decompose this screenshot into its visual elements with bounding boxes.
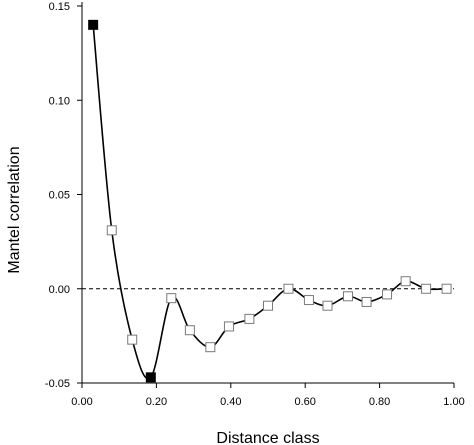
points-layer: [88, 19, 452, 383]
data-point-marker: [441, 283, 452, 294]
y-tick-label: -0.05: [45, 378, 70, 390]
data-point-marker: [322, 300, 333, 311]
x-tick-label: 1.00: [443, 396, 464, 408]
series-line: [92, 24, 447, 380]
y-tick-label: 0.15: [49, 1, 70, 13]
data-point-marker: [184, 325, 195, 336]
x-axis-title: Distance class: [216, 430, 319, 445]
x-tick-label: 0.40: [220, 396, 241, 408]
data-point-marker: [303, 295, 314, 306]
data-point-marker: [421, 283, 432, 294]
y-tick-label: 0.05: [49, 190, 70, 202]
data-point-marker: [244, 313, 255, 324]
data-point-marker: [166, 293, 177, 304]
x-tick-label: 0.60: [294, 396, 315, 408]
y-tick-label: 0.00: [49, 284, 70, 296]
data-point-marker: [382, 289, 393, 300]
data-point-marker: [283, 283, 294, 294]
data-point-marker: [263, 300, 273, 311]
significant-point-marker: [145, 372, 156, 383]
y-tick-label: 0.10: [49, 95, 70, 107]
data-point-marker: [361, 296, 372, 307]
data-point-marker: [342, 291, 353, 302]
data-point-marker: [400, 276, 411, 287]
x-tick-label: 0.80: [369, 396, 390, 408]
data-point-marker: [127, 334, 138, 345]
curve-layer: [92, 24, 447, 380]
significant-point-marker: [88, 19, 99, 30]
y-axis-title: Mantel correlation: [6, 146, 23, 273]
data-point-marker: [205, 342, 216, 353]
data-point-marker: [106, 225, 117, 236]
axes-layer: -0.050.000.050.100.150.00 0.20 0.40 0.60 0.8…: [45, 1, 465, 408]
x-tick-label: 0.20: [146, 396, 167, 408]
x-tick-label: 0.00: [71, 396, 92, 408]
data-point-marker: [223, 321, 234, 332]
